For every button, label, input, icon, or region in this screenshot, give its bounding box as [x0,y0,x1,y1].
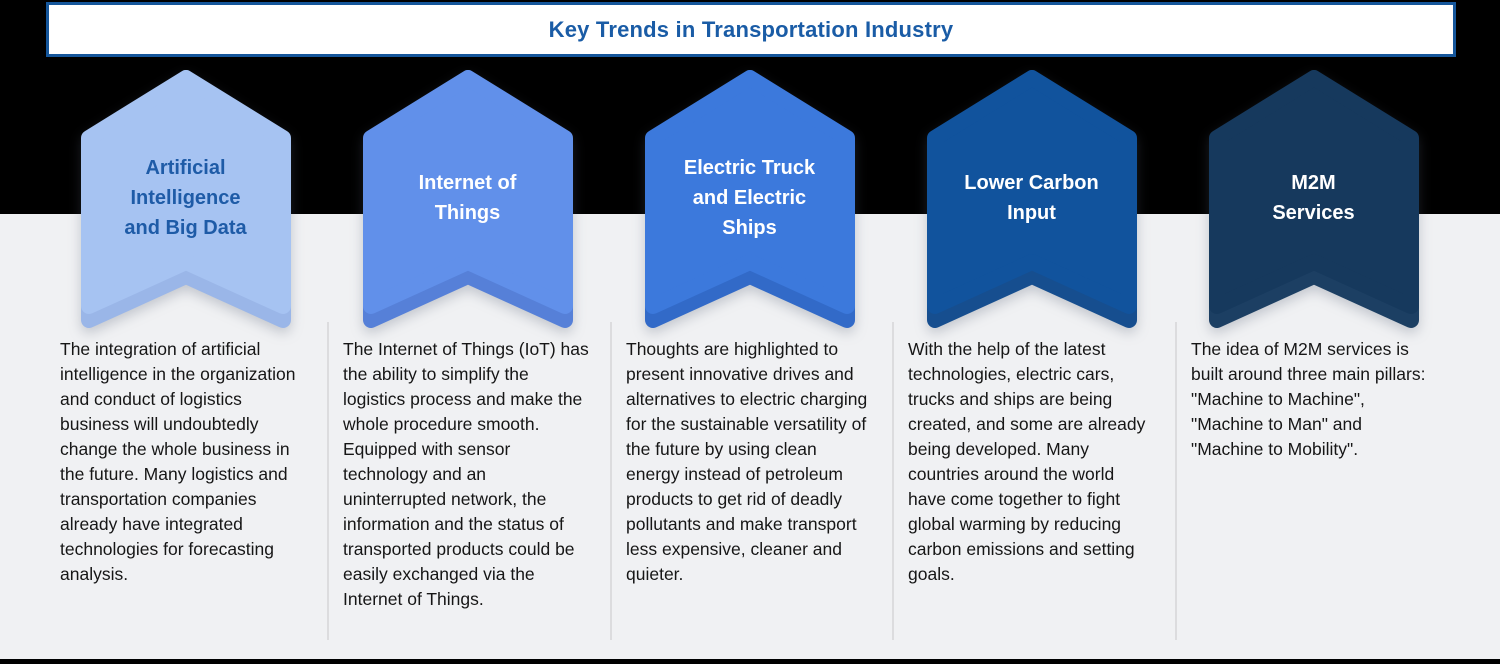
trend-banner: Lower Carbon Input [926,70,1137,330]
trend-title-line: Things [434,202,501,224]
trend-title: Electric Truck and Electric Ships [665,132,835,264]
trend-description: The integration of artificial intelligen… [60,339,296,584]
trend-title: Lower Carbon Input [947,132,1117,264]
trend-banner: Internet of Things [362,70,573,330]
trend-description: With the help of the latest technologies… [892,322,1175,640]
ribbon-shape [362,70,573,328]
trend-banner: M2M Services [1208,70,1419,330]
trend-title-line: Services [1272,202,1355,224]
page-title: Key Trends in Transportation Industry [548,16,954,42]
trend-title: M2M Services [1229,132,1399,264]
trend-description-row: The integration of artificial intelligen… [46,322,1454,640]
page-title-bar: Key Trends in Transportation Industry [46,2,1456,57]
trend-title-line: Artificial [145,157,226,179]
ribbon-shape [926,70,1137,328]
trend-title-line: Ships [722,217,777,239]
trend-banner: Artificial Intelligence and Big Data [80,70,291,330]
trend-title-line: and Electric [692,187,807,209]
trend-title-line: Internet of [418,172,517,194]
trend-title-line: Lower Carbon [964,172,1099,194]
trend-title-line: Electric Truck [683,157,816,179]
trend-title-line: M2M [1291,172,1336,194]
trend-title: Artificial Intelligence and Big Data [101,132,271,264]
ribbon-shape [1208,70,1419,328]
trend-banner: Electric Truck and Electric Ships [644,70,855,330]
trend-description: Thoughts are highlighted to present inno… [610,322,892,640]
ribbon-shape [644,70,855,328]
trend-title: Internet of Things [383,132,553,264]
trend-title-line: Intelligence [130,187,241,209]
trend-description: The Internet of Things (IoT) has the abi… [327,322,610,640]
trend-title-line: and Big Data [124,217,247,239]
ribbon-shape [80,70,291,328]
trend-title-line: Input [1007,202,1056,224]
trend-description: The idea of M2M services is built around… [1175,322,1454,640]
